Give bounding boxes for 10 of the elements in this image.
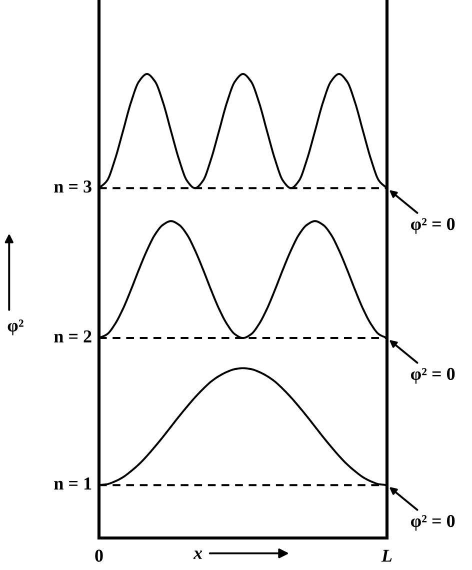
series-label: n = 3 xyxy=(54,180,92,193)
x-axis-title: x xyxy=(193,550,202,559)
annotation: φ² = 0 xyxy=(410,514,455,531)
series-label: n = 1 xyxy=(54,478,92,490)
x-tick-label: 0 xyxy=(95,550,103,562)
y-axis-title: φ² xyxy=(8,320,24,336)
annotation: φ² = 0 xyxy=(410,368,455,384)
series-label: n = 2 xyxy=(54,330,92,342)
annotation: φ² = 0 xyxy=(410,218,455,234)
x-tick-label: L xyxy=(381,550,392,562)
